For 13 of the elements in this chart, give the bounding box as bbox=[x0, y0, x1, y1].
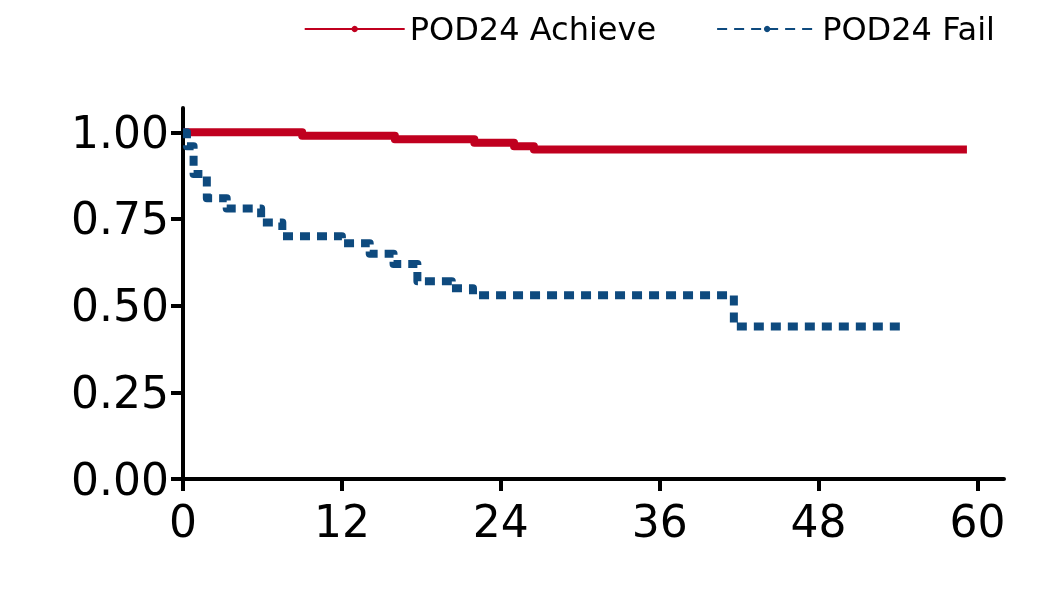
y-tick-label: 0.25 bbox=[71, 366, 169, 418]
x-tick-label: 24 bbox=[472, 495, 529, 547]
legend-label: POD24 Achieve bbox=[409, 10, 657, 48]
y-tick-label: 0.75 bbox=[71, 193, 169, 245]
x-tick-label: 48 bbox=[790, 495, 847, 547]
x-tick-label: 12 bbox=[313, 495, 370, 547]
legend-label: POD24 Fail bbox=[822, 10, 995, 48]
y-tick-label: 1.00 bbox=[71, 106, 169, 158]
x-tick-label: 60 bbox=[949, 495, 1006, 547]
x-tick-label: 0 bbox=[169, 495, 197, 547]
y-tick-label: 0.50 bbox=[71, 280, 169, 332]
x-tick-label: 36 bbox=[631, 495, 688, 547]
y-tick-label: 0.00 bbox=[71, 453, 169, 505]
